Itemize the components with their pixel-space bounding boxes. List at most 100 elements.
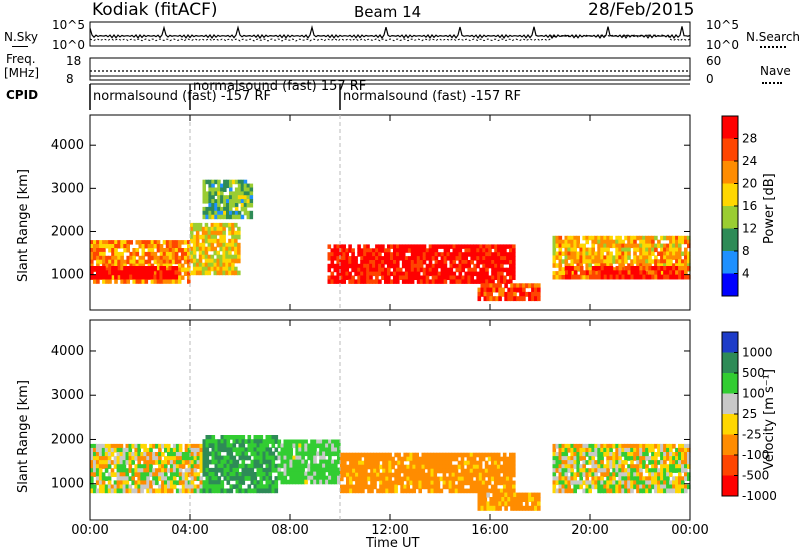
heatmap-cell <box>298 451 302 457</box>
heatmap-cell <box>504 296 508 302</box>
heatmap-cell <box>678 255 682 260</box>
heatmap-cell <box>645 274 649 280</box>
heatmap-cell <box>660 460 664 465</box>
heatmap-cell <box>220 439 225 444</box>
velocity-colorbar-swatch <box>722 332 738 353</box>
heatmap-cell <box>243 191 248 196</box>
heatmap-cell <box>642 247 646 253</box>
heatmap-cell <box>181 460 186 465</box>
heatmap-cell <box>424 476 429 482</box>
heatmap-cell <box>506 279 510 284</box>
heatmap-cell <box>654 263 658 268</box>
heatmap-cell <box>660 443 664 449</box>
heatmap-cell <box>406 452 410 458</box>
heatmap-cell <box>159 248 164 253</box>
velocity-colorbar-swatch <box>722 414 738 435</box>
heatmap-cell <box>198 246 203 252</box>
heatmap-cell <box>195 234 200 240</box>
heatmap-cell <box>594 263 598 268</box>
heatmap-cell <box>125 488 130 494</box>
heatmap-cell <box>141 274 145 280</box>
heatmap-cell <box>558 263 563 268</box>
heatmap-cell <box>651 247 655 253</box>
heatmap-cell <box>672 484 676 490</box>
heatmap-cell <box>310 475 314 481</box>
heatmap-cell <box>624 447 628 453</box>
heatmap-cell <box>101 476 106 481</box>
heatmap-cell <box>419 267 424 273</box>
heatmap-cell <box>654 443 658 449</box>
heatmap-cell <box>434 256 439 261</box>
heatmap-cell <box>150 270 154 276</box>
heatmap-cell <box>131 472 135 477</box>
heatmap-cell <box>237 250 241 256</box>
heatmap-cell <box>573 235 577 241</box>
heatmap-cell <box>497 260 501 265</box>
heatmap-cell <box>552 456 557 461</box>
heatmap-cell <box>687 484 691 490</box>
heatmap-cell <box>522 505 526 511</box>
heatmap-cell <box>388 460 392 466</box>
heatmap-cell <box>249 203 254 208</box>
heatmap-cell <box>494 263 498 269</box>
heatmap-cell <box>172 464 177 469</box>
heatmap-cell <box>351 260 355 265</box>
heatmap-cell <box>509 460 513 466</box>
heatmap-cell <box>427 476 432 482</box>
heatmap-cell <box>454 472 459 478</box>
heatmap-cell <box>603 468 607 473</box>
heatmap-cell <box>337 447 341 453</box>
heatmap-cell <box>187 484 192 490</box>
heatmap-cell <box>343 460 347 466</box>
heatmap-cell <box>111 259 115 265</box>
heatmap-cell <box>140 443 144 449</box>
heatmap-cell <box>108 248 112 253</box>
heatmap-cell <box>202 467 207 473</box>
heatmap-cell <box>132 259 136 265</box>
heatmap-cell <box>108 274 112 280</box>
heatmap-cell <box>582 259 586 264</box>
heatmap-cell <box>277 471 282 477</box>
heatmap-cell <box>555 255 560 260</box>
heatmap-cell <box>443 252 448 257</box>
heatmap-cell <box>158 476 162 481</box>
heatmap-cell <box>201 246 206 252</box>
heatmap-cell <box>567 263 571 268</box>
heatmap-cell <box>262 447 267 453</box>
heatmap-cell <box>208 191 212 196</box>
heatmap-cell <box>449 244 454 249</box>
heatmap-cell <box>510 497 514 502</box>
heatmap-cell <box>639 480 643 486</box>
heatmap-cell <box>132 251 136 257</box>
heatmap-cell <box>178 488 183 494</box>
heatmap-cell <box>367 456 371 462</box>
heatmap-cell <box>499 456 504 462</box>
heatmap-cell <box>666 247 670 253</box>
heatmap-cell <box>225 270 229 276</box>
heatmap-cell <box>561 480 566 486</box>
heatmap-cell <box>493 484 498 490</box>
heatmap-cell <box>98 484 103 490</box>
heatmap-cell <box>409 464 413 470</box>
heatmap-cell <box>192 238 197 244</box>
heatmap-cell <box>162 251 167 257</box>
heatmap-cell <box>378 267 382 273</box>
heatmap-cell <box>509 480 513 486</box>
heatmap-cell <box>96 240 100 245</box>
heatmap-cell <box>114 251 118 257</box>
heatmap-cell <box>497 267 501 273</box>
heatmap-cell <box>229 206 233 212</box>
heatmap-cell <box>666 266 670 271</box>
heatmap-cell <box>579 275 583 280</box>
heatmap-cell <box>675 452 679 457</box>
heatmap-cell <box>171 270 176 276</box>
heatmap-cell <box>167 456 171 461</box>
heatmap-cell <box>175 472 180 477</box>
heatmap-cell <box>213 258 217 264</box>
heatmap-cell <box>412 468 416 474</box>
heatmap-cell <box>95 468 100 473</box>
heatmap-cell <box>351 248 355 253</box>
heatmap-cell <box>361 476 365 482</box>
heatmap-cell <box>534 283 538 289</box>
heatmap-cell <box>642 259 646 264</box>
